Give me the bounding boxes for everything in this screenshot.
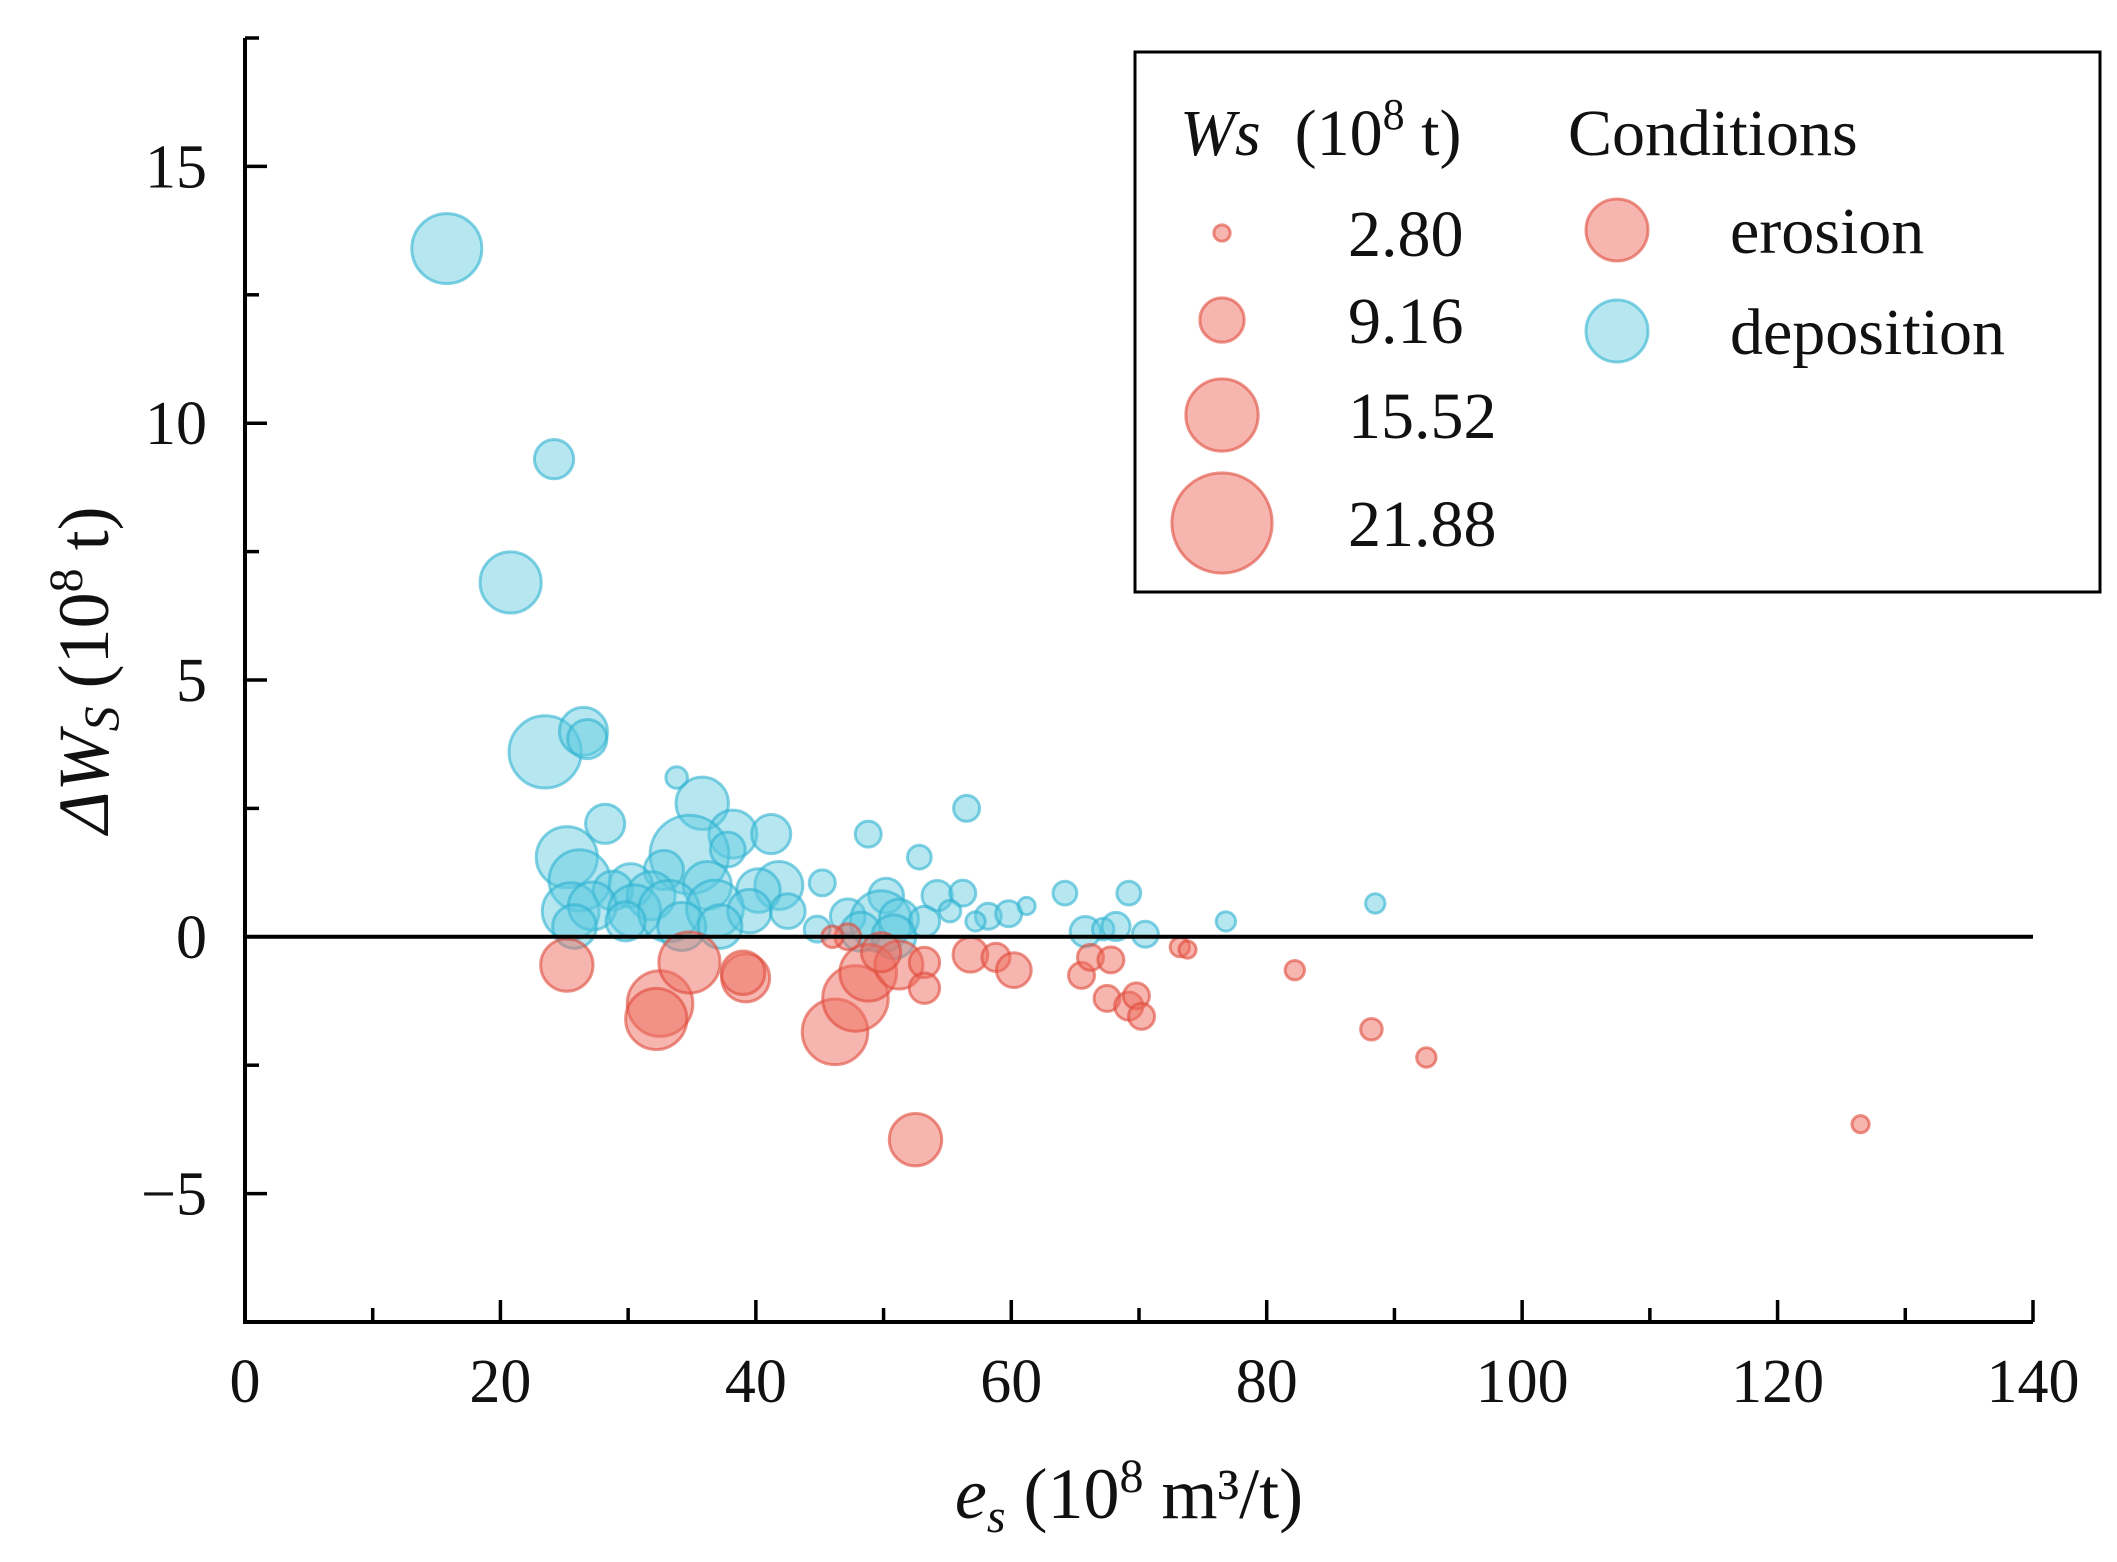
deposition-point [1051,879,1079,907]
deposition-point [853,819,883,849]
deposition-point [410,212,484,286]
legend-condition-marker [1584,298,1650,364]
legend-condition-marker [1584,197,1650,263]
deposition-point [1364,892,1387,915]
deposition-point [1100,910,1132,943]
legend-conditions-title: Conditions [1568,97,1858,170]
erosion-point [1359,1016,1384,1042]
legend-size-title-suffix: t) [1405,97,1462,170]
deposition-point [1016,895,1037,917]
x-tick-label: 140 [1987,1348,2080,1416]
erosion-point [1096,945,1126,975]
legend-size-label: 2.80 [1348,198,1464,271]
deposition-point [664,765,689,790]
legend-condition-label: deposition [1730,296,2005,369]
erosion-point [994,951,1033,990]
deposition-point [905,843,933,871]
x-tick-label: 120 [1731,1348,1824,1416]
deposition-point [507,714,583,790]
y-axis-title-rest: (10 [44,592,124,706]
legend-size-title: Ws (108 t) [1180,90,1461,170]
deposition-point [937,898,963,924]
deposition-point [750,812,793,856]
y-axis-title-main: ΔW [44,725,124,836]
x-tick-label: 20 [469,1348,531,1416]
legend-size-marker [1170,471,1274,575]
deposition-point [964,910,987,933]
legend-size-marker [1212,223,1232,243]
x-axis-ticks: 0 20 40 60 80 100 120 140 [230,1300,2080,1416]
y-axis-title-tail: t) [44,506,124,568]
deposition-point [768,892,807,931]
legend-size-label: 21.88 [1348,488,1497,561]
deposition-point [1115,879,1143,907]
deposition-point [1214,910,1238,933]
deposition-point [952,793,982,823]
y-tick-label: 5 [176,647,207,715]
legend: Ws (108 t) Conditions 2.80 9.16 15.52 21.88 e… [1133,50,2102,594]
erosion-point [859,931,903,974]
x-tick-label: 40 [725,1348,787,1416]
x-tick-label: 60 [980,1348,1042,1416]
deposition-point [478,550,543,615]
deposition-point [948,878,978,908]
x-tick-label: 0 [230,1348,261,1416]
erosion-point [1127,1001,1157,1031]
legend-size-marker [1184,377,1260,453]
x-axis-title-rest: (10 [1006,1454,1120,1534]
y-axis-ticks: −5 0 5 10 15 [141,36,267,1324]
x-axis-title-tail: m³/t) [1144,1454,1304,1534]
erosion-point [1850,1114,1871,1135]
erosion-point [719,949,767,997]
x-axis-title-sub: s [987,1490,1006,1543]
y-tick-label: 10 [145,390,207,458]
legend-size-title-unit: (10 [1295,97,1383,170]
legend-size-title-sup: 8 [1383,90,1405,139]
deposition-point [532,438,576,481]
y-axis-title-sup: 8 [40,568,93,592]
y-tick-label: −5 [141,1161,207,1229]
erosion-point [539,937,595,993]
deposition-point [867,876,906,915]
x-axis-title: es (108 m³/t) [955,1450,1303,1543]
legend-size-title-var: Ws [1180,97,1261,170]
erosion-point [624,986,689,1052]
erosion-point [907,971,942,1005]
y-axis-title-sub: S [73,706,129,731]
erosion-point [1283,958,1307,982]
x-tick-label: 80 [1236,1348,1298,1416]
legend-size-marker [1198,296,1246,344]
legend-size-label: 9.16 [1348,285,1464,358]
x-tick-label: 100 [1476,1348,1569,1416]
legend-condition-label: erosion [1730,195,1924,268]
y-tick-label: 15 [145,133,207,201]
y-tick-label: 0 [176,904,207,972]
deposition-point [584,802,627,845]
x-axis-title-sup: 8 [1120,1450,1144,1503]
erosion-point [657,930,722,995]
deposition-point [807,868,837,898]
deposition-point [604,900,647,943]
legend-entries: 2.80 9.16 15.52 21.88 erosion deposition [1170,195,2005,575]
x-axis-title-main: e [955,1454,987,1534]
erosion-point [887,1111,944,1168]
deposition-point [591,869,634,912]
legend-box [1133,50,2102,594]
deposition-point [566,717,609,761]
y-axis-title: ΔWS (108 t) [40,506,129,836]
legend-size-label: 15.52 [1348,380,1497,453]
deposition-point [1130,919,1160,949]
erosion-point [1415,1046,1438,1069]
erosion-point [1177,939,1198,960]
deposition-point [557,705,609,757]
deposition-point [708,830,747,869]
